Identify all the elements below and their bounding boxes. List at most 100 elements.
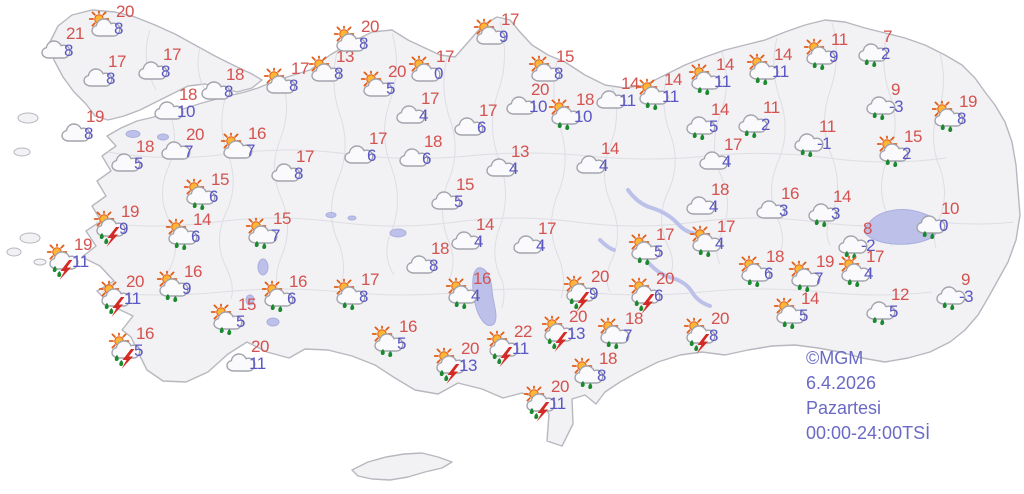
high-temp-label: 20 <box>251 337 269 356</box>
low-temp-label: 2 <box>902 144 911 163</box>
low-temp-label: 11 <box>124 289 141 308</box>
high-temp-label: 9 <box>891 80 900 99</box>
high-temp-label: 19 <box>121 202 139 221</box>
weather-station: 11 -1 <box>792 118 836 164</box>
high-temp-label: 20 <box>388 62 406 81</box>
low-temp-label: 6 <box>764 264 773 283</box>
cloud-icon <box>699 151 729 170</box>
low-temp-label: 5 <box>134 341 143 360</box>
sun-rain-icon <box>597 317 630 350</box>
weather-station: 15 5 <box>429 176 474 222</box>
low-temp-label: 8 <box>114 19 123 38</box>
weather-station: 18 10 <box>548 91 594 137</box>
high-temp-label: 20 <box>126 272 144 291</box>
high-temp-label: 22 <box>514 322 532 341</box>
island <box>19 232 41 244</box>
sun-thunder-icon <box>541 315 574 352</box>
weather-station: 15 6 <box>183 171 229 217</box>
cloud-icon <box>344 145 374 164</box>
high-temp-label: 13 <box>511 142 529 161</box>
high-temp-label: 20 <box>551 377 569 396</box>
low-temp-label: 8 <box>289 76 298 95</box>
weather-station: 20 11 <box>523 378 569 424</box>
weather-station: 20 11 <box>98 273 144 319</box>
weather-station: 14 4 <box>449 216 494 262</box>
low-temp-label: 3 <box>831 204 840 223</box>
low-temp-label: 8 <box>359 34 368 53</box>
sun-cloud-icon <box>308 55 341 82</box>
weather-station: 17 9 <box>473 11 519 57</box>
low-temp-label: 0 <box>434 64 443 83</box>
low-temp-label: 13 <box>459 356 477 375</box>
weather-station: 17 4 <box>697 136 742 182</box>
attribution-block: ©MGM 6.4.2026 Pazartesi 00:00-24:00TSİ <box>806 346 930 446</box>
high-temp-label: 11 <box>819 117 836 136</box>
low-temp-label: 11 <box>72 252 89 271</box>
low-temp-label: 11 <box>249 354 266 373</box>
sun-rain-icon <box>245 217 278 250</box>
low-temp-label: 7 <box>814 269 823 288</box>
high-temp-label: 17 <box>163 45 181 64</box>
low-temp-label: 8 <box>709 326 718 345</box>
low-temp-label: 2 <box>761 115 770 134</box>
low-temp-label: 4 <box>715 234 724 253</box>
low-temp-label: 2 <box>881 44 890 63</box>
sun-rain-icon <box>261 280 294 313</box>
high-temp-label: 20 <box>186 125 204 144</box>
high-temp-label: 17 <box>717 217 735 236</box>
weather-station: 16 5 <box>108 325 154 371</box>
low-temp-label: -1 <box>817 134 832 153</box>
sun-rain-icon <box>165 218 198 251</box>
low-temp-label: 5 <box>709 117 718 136</box>
cloud-icon <box>451 231 481 250</box>
low-temp-label: 9 <box>589 284 598 303</box>
high-temp-label: 16 <box>399 317 417 336</box>
weather-station: 20 6 <box>628 270 674 316</box>
high-temp-label: 17 <box>538 219 556 238</box>
sun-rain-icon <box>156 270 189 303</box>
sun-thunder-icon <box>523 385 556 422</box>
rain-icon <box>838 235 868 260</box>
low-temp-label: 5 <box>654 242 663 261</box>
weather-station: 9 -3 <box>864 81 904 127</box>
low-temp-label: 7 <box>623 326 632 345</box>
weather-station: 20 7 <box>159 126 204 172</box>
weather-station: 17 8 <box>136 46 181 92</box>
high-temp-label: 20 <box>461 339 479 358</box>
high-temp-label: 17 <box>436 47 454 66</box>
low-temp-label: 9 <box>829 47 838 66</box>
weather-station: 20 9 <box>563 268 609 314</box>
high-temp-label: 15 <box>556 47 574 66</box>
low-temp-label: 9 <box>182 279 191 298</box>
low-temp-label: 11 <box>714 72 731 91</box>
forecast-time-range: 00:00-24:00TSİ <box>806 423 931 443</box>
rain-icon <box>794 133 824 158</box>
low-temp-label: 11 <box>549 394 566 413</box>
cloud-icon <box>596 90 626 109</box>
low-temp-label: 8 <box>84 124 93 143</box>
sun-thunder-icon <box>46 243 79 280</box>
high-temp-label: 18 <box>766 247 784 266</box>
cloud-icon <box>111 153 141 172</box>
weather-station: 19 7 <box>788 253 834 299</box>
attribution-text: ©MGM <box>806 348 864 368</box>
high-temp-label: 16 <box>781 184 799 203</box>
weather-station: 15 8 <box>528 48 574 94</box>
high-temp-label: 16 <box>248 124 266 143</box>
low-temp-label: 5 <box>134 154 143 173</box>
cloud-icon <box>396 105 426 124</box>
weather-station: 20 8 <box>333 18 379 64</box>
weather-station: 20 11 <box>224 338 269 384</box>
high-temp-label: 17 <box>724 135 742 154</box>
high-temp-label: 16 <box>289 272 307 291</box>
low-temp-label: 11 <box>512 339 529 358</box>
rain-icon <box>916 215 946 240</box>
cloud-icon <box>226 353 256 372</box>
high-temp-label: 14 <box>476 215 494 234</box>
sun-rain-icon <box>773 297 806 330</box>
weather-station: 18 8 <box>571 350 617 396</box>
low-temp-label: 5 <box>889 302 898 321</box>
high-temp-label: 14 <box>193 210 211 229</box>
weather-station: 19 11 <box>46 236 92 282</box>
high-temp-label: 17 <box>108 52 126 71</box>
